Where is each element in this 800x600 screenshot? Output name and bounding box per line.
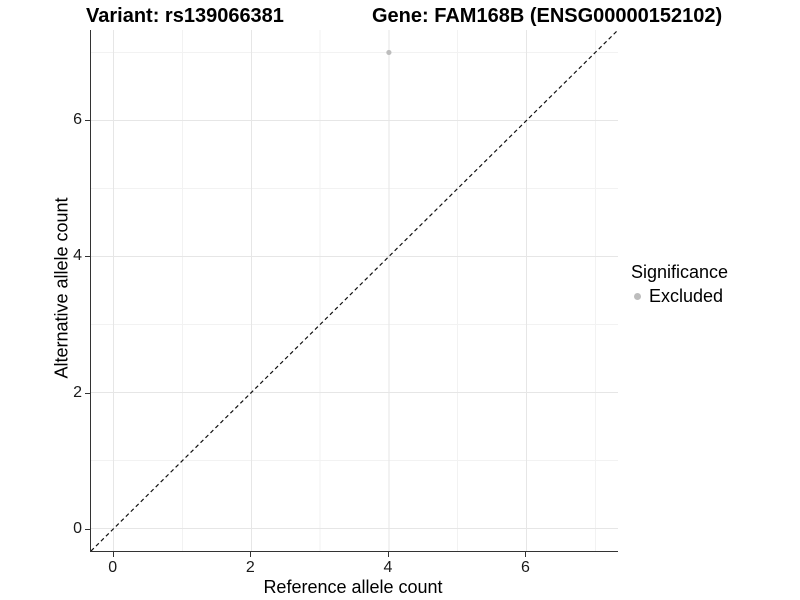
x-axis-tick-label: 6 [521,559,530,576]
y-axis-tick-mark [85,120,90,122]
y-axis-tick-mark [85,256,90,258]
plot-area-svg [91,30,618,551]
plot-panel [90,30,618,552]
x-axis-tick-mark [387,552,389,557]
legend-title: Significance [631,262,729,282]
legend-point-icon [634,292,641,300]
y-axis-tick-label: 0 [73,519,82,537]
x-axis-tick-label: 4 [383,559,393,576]
plot-title-gene: Gene: FAM168B (ENSG00000152102) [372,5,723,27]
x-axis-tick-mark [112,552,114,557]
data-point [386,49,392,56]
x-axis-tick-label: 0 [108,559,118,576]
plot-title-variant: Variant: rs139066381 [86,5,284,27]
legend-entry-label: Excluded [649,285,724,306]
y-axis-tick-label: 6 [73,111,82,129]
y-axis-tick-mark [85,528,90,530]
x-axis-title: Reference allele count [263,577,443,597]
legend-entries: Excluded [629,286,728,306]
x-axis-tick-mark [525,552,527,557]
x-axis-tick-label: 2 [245,559,255,576]
x-axis-tick-mark [250,552,252,557]
legend-key [629,292,646,300]
legend-entry: Excluded [629,286,728,306]
legend: Significance Excluded [629,262,728,306]
identity-reference-line [91,30,618,551]
y-axis-tick-label: 2 [73,383,82,401]
y-axis-title: Alternative allele count [51,197,72,379]
y-axis-tick-mark [85,392,90,394]
y-axis-tick-label: 4 [73,247,82,265]
